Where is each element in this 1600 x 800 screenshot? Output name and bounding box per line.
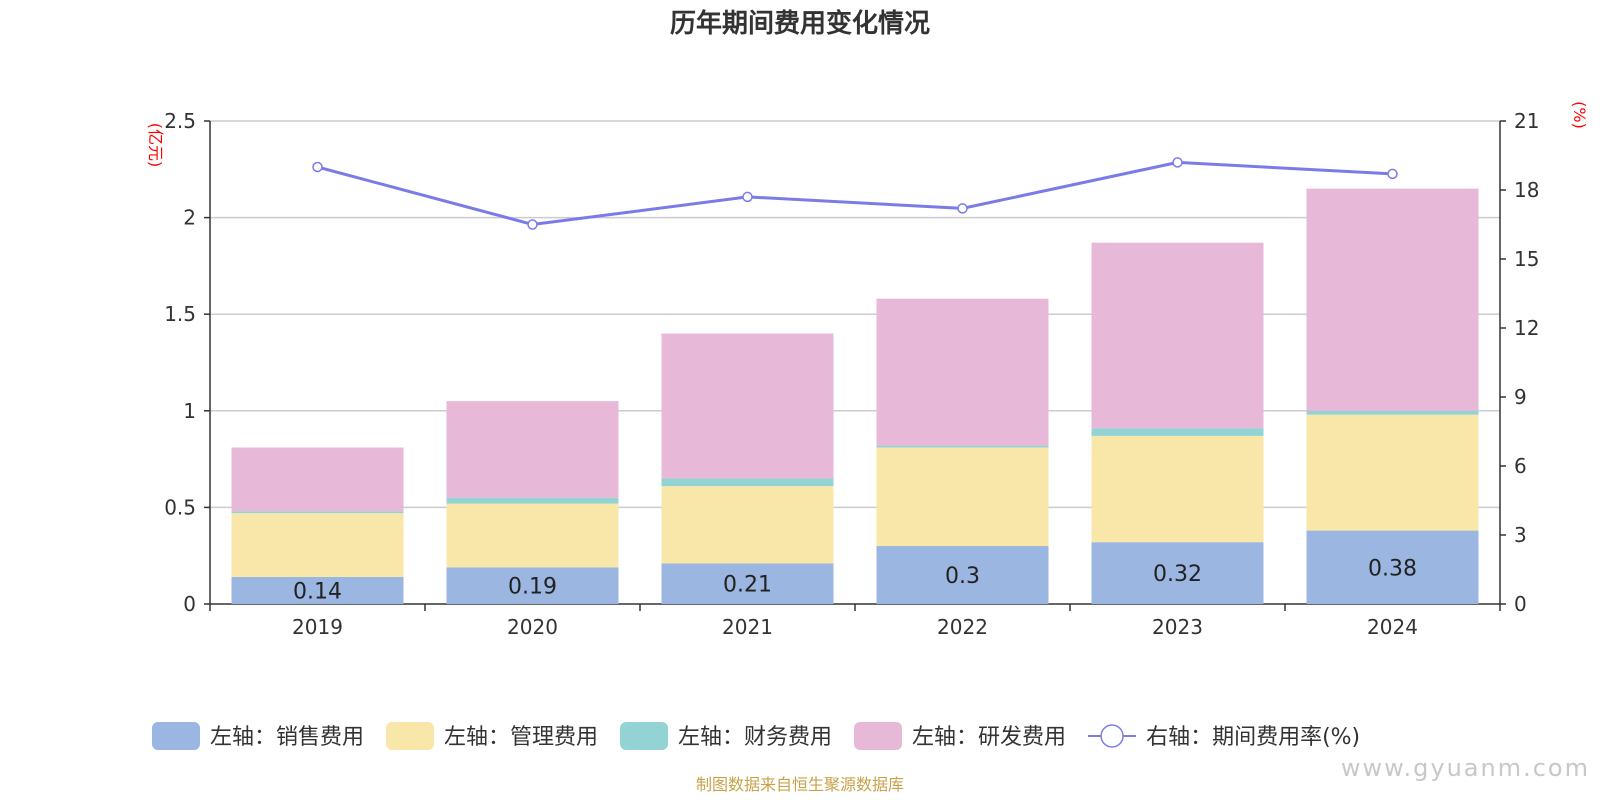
legend-swatch	[152, 722, 200, 750]
bar-segment	[876, 445, 1049, 448]
rate-point	[1172, 157, 1183, 168]
bar-segment	[661, 333, 834, 479]
bar-segment	[1306, 188, 1479, 411]
bar-value-label: 0.21	[723, 573, 772, 598]
axes: 0 0.5 1 1.5 2 2.5 0 3 6 9 12 15 18 21 (亿元) (%) 2019 2020 2…	[146, 101, 1589, 639]
bar-value-label: 0.38	[1368, 556, 1417, 581]
left-tick-label: 0	[183, 592, 196, 616]
bar-segment	[446, 503, 619, 568]
bar-segment	[876, 298, 1049, 446]
bar-segment	[876, 447, 1049, 547]
right-unit-label: (%)	[1570, 101, 1589, 129]
legend-item: 左轴：销售费用	[152, 722, 364, 750]
grid	[210, 120, 1500, 509]
legend-swatch	[386, 722, 435, 750]
legend-item: 左轴：管理费用	[386, 722, 598, 750]
rate-point	[742, 191, 753, 203]
legend-item: 左轴：财务费用	[620, 722, 832, 750]
bar-value-label: 0.32	[1153, 562, 1202, 587]
legend-label: 左轴：销售费用	[210, 725, 364, 750]
left-tick-label: 0.5	[164, 495, 196, 519]
legend-item: 右轴：期间费用率(%)	[1088, 724, 1360, 750]
data-labels: 0.14 0.19 0.21 0.3 0.32 0.38	[293, 556, 1417, 604]
legend-label: 左轴：管理费用	[444, 725, 598, 750]
bar-segment	[1306, 530, 1479, 604]
bar-segment	[1091, 435, 1264, 543]
bar-segment	[1306, 410, 1479, 415]
bar-segment	[661, 478, 834, 487]
legend-label: 右轴：期间费用率(%)	[1146, 725, 1360, 750]
bars	[231, 188, 1479, 604]
right-tick-label: 12	[1514, 316, 1539, 340]
left-tick-label: 2	[183, 206, 196, 230]
left-unit-label: (亿元)	[146, 123, 165, 168]
rate-point	[527, 219, 538, 230]
right-tick-label: 21	[1514, 109, 1539, 133]
rate-point	[1387, 168, 1398, 180]
bar-segment	[661, 563, 834, 604]
rate-line	[312, 157, 1398, 230]
bar-segment	[231, 513, 404, 577]
right-tick-label: 15	[1514, 247, 1539, 271]
legend-swatch	[854, 722, 903, 750]
right-tick-label: 3	[1514, 523, 1527, 547]
right-tick-label: 6	[1514, 454, 1527, 478]
bar-segment	[446, 567, 619, 604]
x-tick-label: 2021	[722, 615, 773, 639]
x-tick-label: 2020	[507, 615, 558, 639]
right-tick-label: 0	[1514, 592, 1527, 616]
bar-segment	[231, 576, 404, 604]
x-tick-label: 2023	[1152, 615, 1203, 639]
legend-label: 左轴：财务费用	[678, 725, 832, 750]
bar-value-label: 0.14	[293, 579, 342, 604]
right-tick-label: 18	[1514, 178, 1539, 202]
bar-value-label: 0.19	[508, 575, 557, 600]
left-tick-label: 2.5	[164, 109, 196, 133]
bar-value-label: 0.3	[945, 564, 980, 589]
x-tick-label: 2019	[292, 615, 343, 639]
chart-title: 历年期间费用变化情况	[670, 8, 930, 39]
bar-segment	[446, 401, 619, 498]
legend-label: 左轴：研发费用	[912, 725, 1066, 750]
rate-point	[312, 161, 323, 173]
left-tick-label: 1.5	[164, 302, 196, 326]
bar-segment	[231, 511, 404, 514]
legend-marker	[1100, 724, 1124, 748]
x-tick-label: 2022	[937, 615, 988, 639]
bar-segment	[661, 486, 834, 564]
source-note: 制图数据来自恒生聚源数据库	[696, 775, 904, 794]
watermark: www.gyuanm.com	[1341, 754, 1590, 782]
legend-swatch	[620, 722, 669, 750]
bar-segment	[876, 546, 1049, 604]
legend: 左轴：销售费用 左轴：管理费用 左轴：财务费用 左轴：研发费用 右轴：期间费用率(%)	[152, 722, 1360, 750]
x-tick-label: 2024	[1367, 615, 1418, 639]
bar-segment	[231, 447, 404, 512]
bar-segment	[1091, 428, 1264, 436]
legend-item: 左轴：研发费用	[854, 722, 1066, 750]
rate-point	[957, 203, 968, 214]
right-tick-label: 9	[1514, 385, 1527, 409]
bar-segment	[1306, 414, 1479, 531]
left-tick-label: 1	[183, 399, 196, 423]
bar-segment	[1091, 542, 1264, 604]
bar-segment	[446, 497, 619, 504]
rate-line-path	[317, 160, 1393, 227]
bar-segment	[1091, 242, 1264, 429]
